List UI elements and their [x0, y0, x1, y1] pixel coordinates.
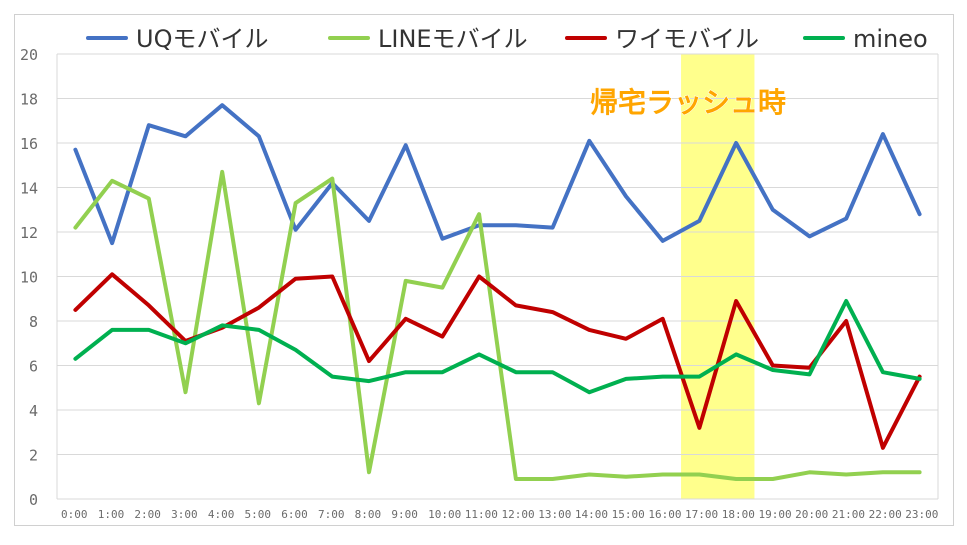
x-tick-label: 1:00 — [98, 508, 125, 521]
x-tick-label: 0:00 — [61, 508, 88, 521]
y-tick-label: 0 — [29, 491, 38, 509]
x-tick-label: 6:00 — [281, 508, 308, 521]
x-tick-label: 20:00 — [795, 508, 828, 521]
y-tick-label: 14 — [20, 180, 38, 198]
x-tick-label: 23:00 — [905, 508, 938, 521]
x-tick-label: 18:00 — [722, 508, 755, 521]
y-tick-label: 4 — [29, 402, 38, 420]
y-tick-label: 18 — [20, 91, 38, 109]
legend: UQモバイル LINEモバイル ワイモバイル mineo — [86, 25, 928, 53]
y-tick-label: 6 — [29, 358, 38, 376]
legend-label-2: ワイモバイル — [615, 25, 759, 53]
x-tick-label: 8:00 — [355, 508, 382, 521]
chart-frame — [14, 14, 954, 526]
series-line-3 — [73, 299, 922, 395]
x-tick-label: 21:00 — [832, 508, 865, 521]
x-tick-label: 3:00 — [171, 508, 198, 521]
x-tick-label: 19:00 — [758, 508, 791, 521]
x-tick-label: 5:00 — [245, 508, 272, 521]
annotation: 帰宅ラッシュ時 — [589, 86, 786, 120]
legend-label-0: UQモバイル — [136, 25, 268, 53]
y-tick-label: 2 — [29, 447, 38, 465]
y-tick-label: 8 — [29, 313, 38, 331]
series-line-0 — [73, 103, 922, 246]
x-tick-label: 2:00 — [134, 508, 161, 521]
series-lines — [73, 103, 922, 481]
x-tick-label: 22:00 — [869, 508, 902, 521]
x-tick-label: 11:00 — [465, 508, 498, 521]
x-tick-label: 9:00 — [391, 508, 418, 521]
y-tick-label: 20 — [20, 46, 38, 64]
y-tick-label: 12 — [20, 224, 38, 242]
x-tick-label: 10:00 — [428, 508, 461, 521]
x-tick-label: 12:00 — [502, 508, 535, 521]
x-tick-label: 17:00 — [685, 508, 718, 521]
y-tick-label: 16 — [20, 135, 38, 153]
legend-label-1: LINEモバイル — [378, 25, 528, 53]
legend-label-3: mineo — [853, 25, 928, 53]
series-line-1 — [73, 169, 922, 481]
x-axis-ticks: 0:00 1:00 2:00 3:00 4:00 5:00 6:00 7:00 8:00 9:00… — [61, 508, 938, 521]
rush-hour-label: 帰宅ラッシュ時 — [590, 86, 786, 119]
x-tick-label: 13:00 — [538, 508, 571, 521]
x-tick-label: 16:00 — [648, 508, 681, 521]
x-tick-label: 15:00 — [612, 508, 645, 521]
x-tick-label: 14:00 — [575, 508, 608, 521]
x-tick-label: 7:00 — [318, 508, 345, 521]
y-axis-ticks: 0 2 4 6 8 10 12 14 16 18 20 — [20, 46, 38, 509]
y-tick-label: 10 — [20, 269, 38, 287]
x-tick-label: 4:00 — [208, 508, 235, 521]
gridlines — [56, 53, 939, 500]
